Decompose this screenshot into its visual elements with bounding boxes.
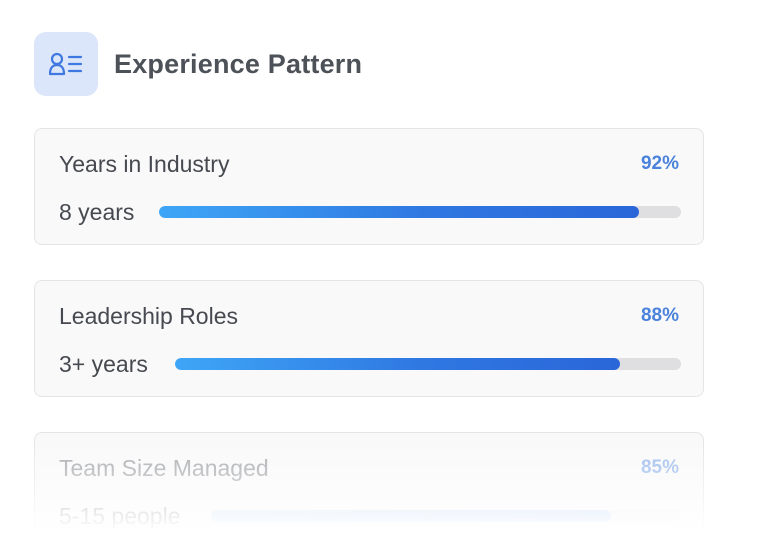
metric-label: Leadership Roles <box>59 303 239 329</box>
progress-fill <box>211 510 611 522</box>
user-list-icon <box>34 32 98 96</box>
metric-card-team-size-managed: Team Size Managed 85% 5-15 people <box>34 432 704 549</box>
metric-label: Team Size Managed <box>59 455 269 481</box>
progress-track <box>159 206 681 218</box>
metric-percent: 85% <box>640 457 679 478</box>
metric-card-leadership-roles: Leadership Roles 88% 3+ years <box>34 280 704 397</box>
progress-track <box>175 358 681 370</box>
panel-header: Experience Pattern <box>34 32 362 96</box>
panel-title: Experience Pattern <box>114 48 363 79</box>
metric-value: 3+ years <box>59 351 148 377</box>
metric-label: Years in Industry <box>59 151 230 177</box>
metric-value: 5-15 people <box>59 503 181 529</box>
progress-fill <box>175 358 621 370</box>
progress-track <box>211 510 681 522</box>
progress-fill <box>159 206 640 218</box>
metric-value: 8 years <box>59 199 135 225</box>
metric-card-years-in-industry: Years in Industry 92% 8 years <box>34 128 704 245</box>
metric-percent: 88% <box>640 305 679 326</box>
metric-percent: 92% <box>640 153 679 174</box>
